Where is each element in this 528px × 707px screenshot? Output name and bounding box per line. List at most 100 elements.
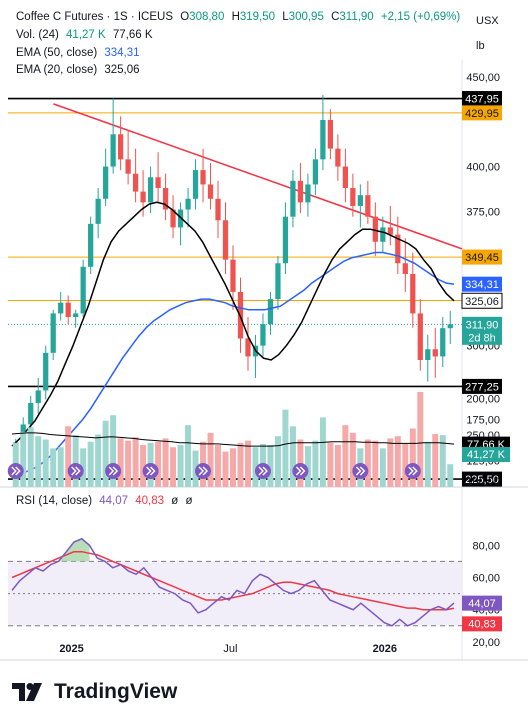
volume-bar — [402, 443, 409, 487]
price-tag-label: 277,25 — [465, 381, 499, 393]
volume-bar — [282, 409, 289, 487]
rsi-line — [11, 537, 455, 627]
volume-axis-tick: 100,00 — [466, 476, 500, 488]
dividend-chevron-icon — [146, 466, 156, 476]
candle-body — [410, 274, 416, 314]
price-tag — [462, 105, 502, 121]
volume-bar — [155, 441, 162, 487]
candle-body — [267, 299, 274, 325]
volume-bar — [222, 451, 229, 487]
volume-ma-value: 77,66 K — [112, 29, 153, 41]
ema20-value: 325,06 — [104, 64, 140, 76]
price-tag — [462, 316, 502, 345]
volume-axis-tick: 200,00 — [466, 394, 500, 406]
candle-body — [155, 177, 161, 189]
volume-bar — [95, 434, 102, 487]
volume-bar — [289, 426, 296, 487]
candle-body — [297, 180, 304, 203]
volume-last-tag-label: 41,27 K — [467, 449, 506, 461]
volume-bar — [117, 438, 124, 487]
volume-bar — [72, 435, 79, 487]
price-tag — [462, 91, 502, 107]
candle-body — [118, 134, 124, 160]
volume-bar — [334, 445, 341, 487]
volume-bar — [417, 392, 424, 487]
volume-bar — [409, 428, 416, 487]
volume-bar — [379, 448, 386, 487]
volume-label: Vol. (24) — [16, 29, 59, 41]
candle-body — [73, 313, 79, 317]
volume-last-tag — [462, 447, 510, 462]
volume-bar — [132, 437, 139, 487]
candle-body — [432, 349, 438, 357]
volume-bar — [364, 439, 371, 487]
candle-body — [320, 119, 326, 160]
candle-body — [200, 170, 206, 185]
volume-bar — [447, 464, 454, 487]
close-label: C — [331, 11, 340, 23]
volume-bar — [42, 439, 49, 487]
volume-bar — [102, 420, 109, 487]
legend-rsi: RSI (14, close) 44,07 40,83 ø ø — [16, 495, 197, 507]
candle-body — [140, 191, 146, 203]
volume-bar — [87, 441, 94, 487]
candle-body — [65, 302, 71, 317]
candle-body — [170, 209, 176, 228]
volume-bar — [372, 440, 379, 487]
candle-body — [50, 313, 56, 353]
volume-bar — [215, 445, 222, 487]
price-tag-label: 429,95 — [465, 108, 499, 120]
change-value: +2,15 (+0,69%) — [380, 11, 461, 23]
volume-bar — [80, 448, 87, 487]
volume-bar — [110, 415, 117, 487]
price-tag — [462, 471, 502, 487]
price-tag — [462, 276, 502, 292]
volume-bar — [349, 432, 356, 487]
legend-ema20: EMA (20, close) 325,06 — [16, 64, 144, 76]
candle-body — [260, 324, 266, 346]
legend-ema50: EMA (50, close) 334,31 — [16, 47, 144, 59]
candle-body — [342, 166, 348, 189]
dividend-chevron-icon — [355, 466, 366, 476]
volume-bar — [140, 445, 147, 487]
candle-body — [58, 302, 64, 314]
volume-bar — [185, 425, 192, 487]
candle-body — [425, 349, 431, 360]
candle-body — [147, 177, 154, 203]
volume-bar — [312, 440, 319, 487]
legend-volume: Vol. (24) 41,27 K 77,66 K — [16, 29, 157, 41]
candle-body — [245, 338, 251, 357]
candle-body — [28, 402, 34, 425]
candle-body — [185, 198, 191, 210]
volume-bar — [424, 441, 431, 487]
volume-ma-line — [11, 432, 455, 447]
candle-body — [35, 390, 41, 403]
volume-bar — [50, 448, 57, 487]
candle-body — [350, 188, 356, 206]
rsi-ma-line — [11, 550, 455, 611]
brand-name: TradingView — [54, 680, 178, 703]
candle-body — [387, 227, 393, 235]
brand-logo-text: TradingView — [12, 680, 177, 704]
volume-bar — [304, 446, 311, 487]
candle-body — [282, 216, 289, 264]
high-label: H — [231, 11, 240, 23]
candle-body — [402, 263, 408, 274]
volume-bar — [319, 417, 326, 487]
rsi-axis-tick: 80,00 — [472, 540, 500, 552]
tradingview-logo-icon — [12, 683, 42, 701]
candle-body — [312, 159, 319, 185]
rsi-value-tag — [462, 595, 502, 611]
candle-body — [132, 173, 139, 192]
candle-body — [440, 328, 446, 357]
volume-bar — [170, 447, 177, 487]
volume-value: 41,27 K — [66, 29, 106, 41]
price-tag-label: 437,95 — [465, 94, 499, 106]
volume-bar — [20, 431, 27, 487]
candle-body — [275, 263, 281, 300]
rsi-axis-tick: 60,00 — [472, 572, 500, 584]
candle-body — [88, 223, 94, 267]
volume-bar — [432, 433, 439, 487]
currency-label: USX — [476, 15, 499, 27]
